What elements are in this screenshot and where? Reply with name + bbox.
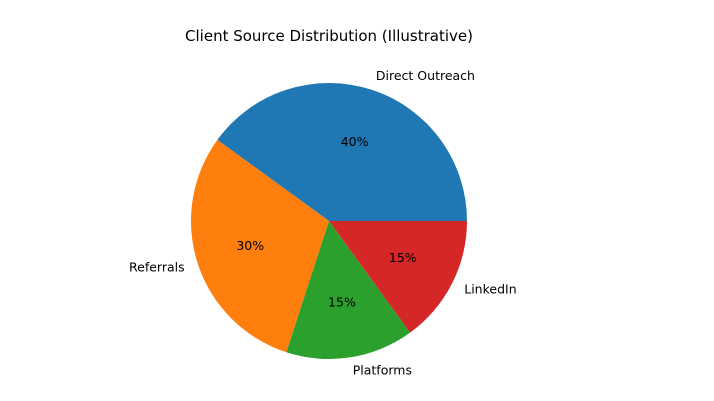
pie-slice-platforms (286, 221, 411, 359)
pie-slice-linkedin (329, 221, 467, 333)
slice-percent-platforms: 15% (328, 294, 356, 309)
pie-slice-direct-outreach (217, 82, 467, 221)
pie-slice-referrals (190, 139, 329, 353)
chart-title: Client Source Distribution (Illustrative… (185, 27, 473, 45)
slice-percent-linkedin: 15% (389, 250, 417, 265)
slice-label-referrals: Referrals (129, 259, 185, 274)
slice-label-direct-outreach: Direct Outreach (376, 68, 475, 83)
slice-percent-referrals: 30% (236, 238, 264, 253)
slice-label-platforms: Platforms (353, 362, 412, 377)
pie-slices (190, 82, 467, 359)
pie-labels: Direct Outreach 40% Referrals 30% Platforms 1… (129, 68, 517, 377)
slice-label-linkedin: LinkedIn (464, 281, 516, 296)
slice-percent-direct-outreach: 40% (341, 134, 369, 149)
